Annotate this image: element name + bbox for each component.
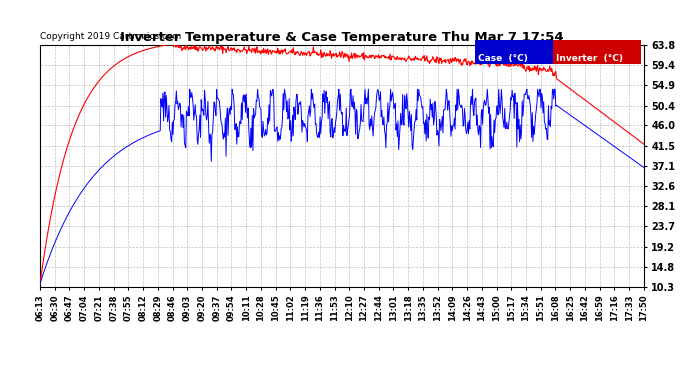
- Title: Inverter Temperature & Case Temperature Thu Mar 7 17:54: Inverter Temperature & Case Temperature …: [120, 31, 564, 44]
- Bar: [553, 40, 641, 64]
- Text: Copyright 2019 Cartronics.com: Copyright 2019 Cartronics.com: [40, 32, 181, 41]
- Bar: [475, 40, 553, 64]
- Text: Inverter  (°C): Inverter (°C): [556, 54, 623, 63]
- Text: Case  (°C): Case (°C): [477, 54, 528, 63]
